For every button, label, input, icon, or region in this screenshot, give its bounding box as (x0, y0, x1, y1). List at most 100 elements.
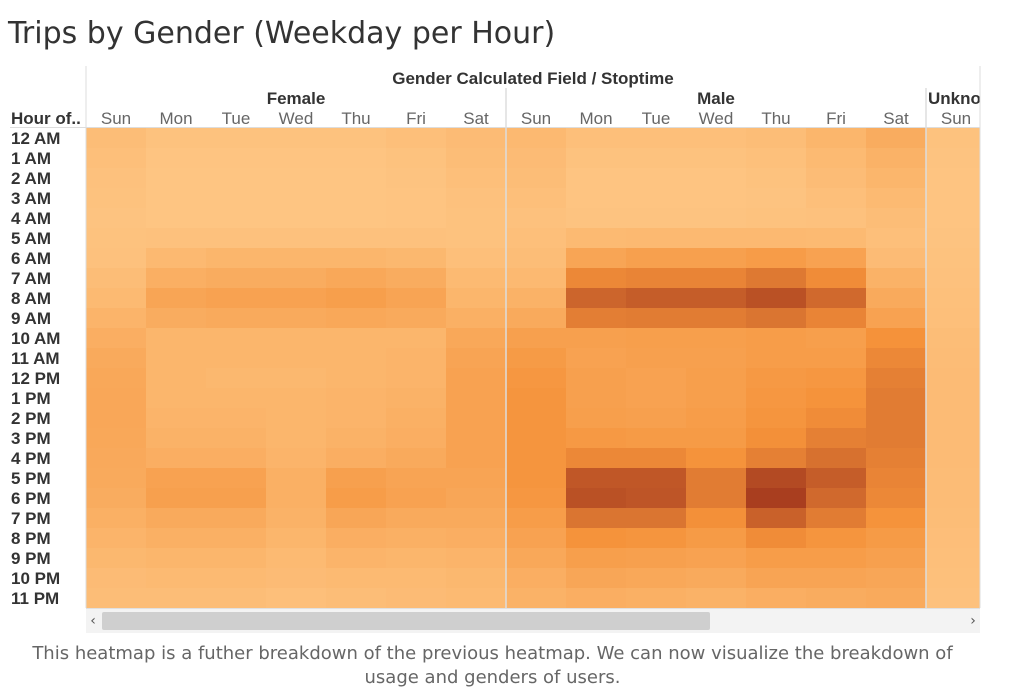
heatmap-cell[interactable] (746, 428, 806, 448)
heatmap-cell[interactable] (866, 448, 926, 468)
heatmap-cell[interactable] (566, 548, 626, 568)
heatmap-cell[interactable] (626, 588, 686, 608)
heatmap-cell[interactable] (506, 408, 566, 428)
heatmap-cell[interactable] (866, 288, 926, 308)
heatmap-cell[interactable] (266, 548, 326, 568)
heatmap-cell[interactable] (686, 368, 746, 388)
heatmap-cell[interactable] (866, 408, 926, 428)
heatmap-cell[interactable] (386, 508, 446, 528)
heatmap-cell[interactable] (146, 188, 206, 208)
heatmap-cell[interactable] (866, 228, 926, 248)
heatmap-cell[interactable] (866, 388, 926, 408)
heatmap-cell[interactable] (386, 368, 446, 388)
heatmap-cell[interactable] (746, 168, 806, 188)
heatmap-cell[interactable] (686, 408, 746, 428)
heatmap-cell[interactable] (386, 448, 446, 468)
heatmap-cell[interactable] (446, 428, 506, 448)
heatmap-cell[interactable] (806, 328, 866, 348)
heatmap-cell[interactable] (506, 248, 566, 268)
heatmap-cell[interactable] (86, 248, 146, 268)
heatmap-cell[interactable] (926, 508, 986, 528)
heatmap-cell[interactable] (926, 588, 986, 608)
heatmap-cell[interactable] (206, 468, 266, 488)
heatmap-cell[interactable] (146, 328, 206, 348)
heatmap-cell[interactable] (686, 428, 746, 448)
heatmap-cell[interactable] (686, 568, 746, 588)
heatmap-cell[interactable] (206, 548, 266, 568)
heatmap-cell[interactable] (326, 328, 386, 348)
heatmap-cell[interactable] (566, 588, 626, 608)
heatmap-cell[interactable] (386, 328, 446, 348)
heatmap-cell[interactable] (866, 368, 926, 388)
heatmap-cell[interactable] (806, 168, 866, 188)
heatmap-cell[interactable] (386, 568, 446, 588)
heatmap-cell[interactable] (266, 408, 326, 428)
heatmap-cell[interactable] (566, 268, 626, 288)
heatmap-cell[interactable] (386, 228, 446, 248)
heatmap-cell[interactable] (566, 308, 626, 328)
heatmap-cell[interactable] (686, 128, 746, 148)
heatmap-cell[interactable] (626, 528, 686, 548)
heatmap-cell[interactable] (326, 148, 386, 168)
heatmap-cell[interactable] (686, 528, 746, 548)
heatmap-cell[interactable] (146, 208, 206, 228)
heatmap-cell[interactable] (866, 268, 926, 288)
heatmap-cell[interactable] (266, 588, 326, 608)
heatmap-cell[interactable] (86, 488, 146, 508)
heatmap-cell[interactable] (326, 168, 386, 188)
heatmap-cell[interactable] (386, 288, 446, 308)
heatmap-cell[interactable] (866, 128, 926, 148)
heatmap-cell[interactable] (686, 548, 746, 568)
heatmap-cell[interactable] (926, 348, 986, 368)
heatmap-cell[interactable] (806, 448, 866, 468)
heatmap-cell[interactable] (86, 508, 146, 528)
heatmap-cell[interactable] (386, 168, 446, 188)
heatmap-cell[interactable] (746, 448, 806, 468)
heatmap-cell[interactable] (146, 508, 206, 528)
heatmap-cell[interactable] (446, 188, 506, 208)
heatmap-cell[interactable] (266, 568, 326, 588)
heatmap-cell[interactable] (506, 488, 566, 508)
heatmap-cell[interactable] (326, 448, 386, 468)
heatmap-cell[interactable] (86, 448, 146, 468)
heatmap-cell[interactable] (446, 208, 506, 228)
heatmap-cell[interactable] (386, 468, 446, 488)
heatmap-cell[interactable] (566, 468, 626, 488)
heatmap-cell[interactable] (206, 528, 266, 548)
heatmap-cell[interactable] (446, 408, 506, 428)
heatmap-cell[interactable] (806, 428, 866, 448)
heatmap-cell[interactable] (866, 528, 926, 548)
heatmap-cell[interactable] (806, 568, 866, 588)
heatmap-cell[interactable] (686, 228, 746, 248)
heatmap-cell[interactable] (206, 228, 266, 248)
heatmap-cell[interactable] (386, 148, 446, 168)
heatmap-cell[interactable] (506, 288, 566, 308)
heatmap-cell[interactable] (86, 368, 146, 388)
heatmap-cell[interactable] (866, 248, 926, 268)
heatmap-cell[interactable] (806, 548, 866, 568)
heatmap-cell[interactable] (626, 348, 686, 368)
scroll-left-icon[interactable]: ‹ (90, 613, 96, 629)
heatmap-cell[interactable] (206, 448, 266, 468)
heatmap-cell[interactable] (746, 468, 806, 488)
heatmap-cell[interactable] (326, 508, 386, 528)
heatmap-cell[interactable] (386, 268, 446, 288)
heatmap-cell[interactable] (506, 148, 566, 168)
heatmap-cell[interactable] (326, 268, 386, 288)
heatmap-cell[interactable] (266, 448, 326, 468)
heatmap-cell[interactable] (206, 328, 266, 348)
heatmap-cell[interactable] (746, 568, 806, 588)
heatmap-cell[interactable] (86, 208, 146, 228)
heatmap-cell[interactable] (326, 428, 386, 448)
heatmap-cell[interactable] (326, 348, 386, 368)
heatmap-cell[interactable] (506, 428, 566, 448)
heatmap-cell[interactable] (926, 248, 986, 268)
heatmap-cell[interactable] (806, 288, 866, 308)
heatmap-cell[interactable] (926, 428, 986, 448)
heatmap-cell[interactable] (686, 308, 746, 328)
heatmap-cell[interactable] (206, 188, 266, 208)
heatmap-cell[interactable] (386, 128, 446, 148)
heatmap-cell[interactable] (926, 328, 986, 348)
heatmap-cell[interactable] (926, 528, 986, 548)
heatmap-cell[interactable] (146, 228, 206, 248)
